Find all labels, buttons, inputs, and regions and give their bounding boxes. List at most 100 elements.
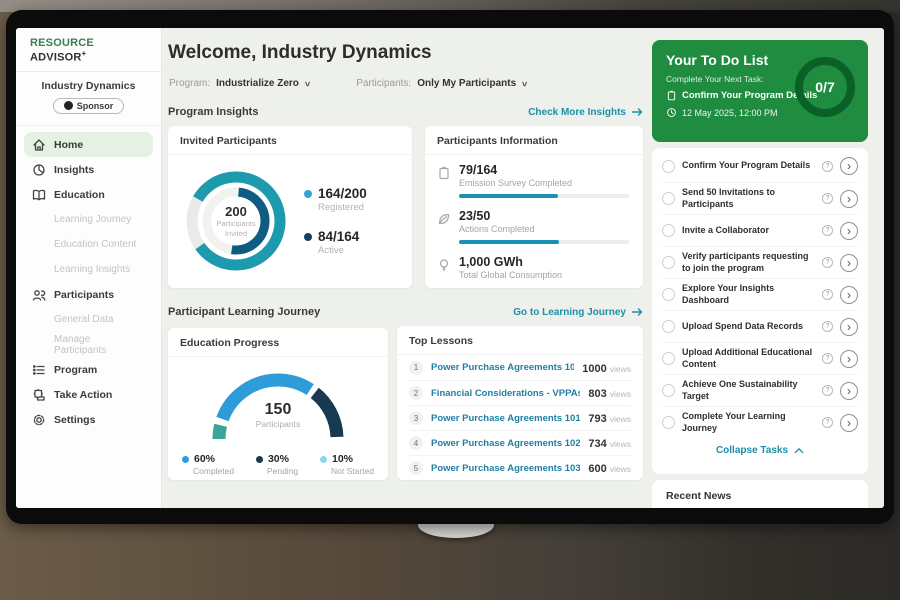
link-label: Go to Learning Journey (513, 306, 626, 318)
task-row-send-invitations: Send 50 Invitations to Participants ? › (662, 182, 858, 214)
task-row-upload-spend-data: Upload Spend Data Records ? › (662, 310, 858, 342)
question-icon[interactable]: ? (822, 385, 833, 396)
lesson-link[interactable]: Power Purchase Agreements 102 (431, 437, 581, 449)
todo-progress-ring: 0/7 (792, 54, 858, 120)
todo-subtitle: Complete Your Next Task: (666, 74, 764, 84)
sidebar-item-insights[interactable]: Insights (24, 157, 153, 182)
sidebar-item-program[interactable]: Program (24, 357, 153, 382)
survey-icon (439, 166, 449, 180)
org-block: Industry Dynamics Sponsor (16, 72, 161, 127)
sidebar-item-participants[interactable]: Participants (24, 282, 153, 307)
legend-label: Not Started (331, 466, 374, 476)
filter-value: Only My Participants (417, 78, 517, 89)
go-to-learning-journey-link[interactable]: Go to Learning Journey (513, 307, 643, 318)
dashboard-screen: RESOURCE ADVISOR+ Industry Dynamics Spon… (16, 28, 884, 508)
arrow-right-icon (632, 108, 643, 116)
task-checkbox[interactable] (662, 384, 675, 397)
task-go-button[interactable]: › (840, 285, 858, 304)
task-checkbox[interactable] (662, 159, 675, 173)
sidebar-item-education-content[interactable]: Education Content (24, 232, 153, 257)
question-icon[interactable]: ? (822, 257, 833, 268)
question-icon[interactable]: ? (822, 289, 833, 300)
pending-dot-icon (255, 455, 263, 463)
task-checkbox[interactable] (662, 224, 675, 237)
sidebar-item-label: Education Content (54, 239, 137, 251)
lesson-link[interactable]: Power Purchase Agreements 101 (431, 362, 575, 373)
metric-label: Emission Survey Completed (459, 178, 573, 188)
task-go-button[interactable]: › (840, 157, 858, 175)
task-checkbox[interactable] (662, 416, 675, 429)
sidebar-item-learning-journey[interactable]: Learning Journey (24, 207, 153, 232)
participants-filter-dropdown[interactable]: Participants: Only My Participants > (356, 78, 530, 89)
question-icon[interactable]: ? (822, 225, 833, 236)
question-icon[interactable]: ? (822, 417, 833, 428)
legend-label: Active (318, 245, 344, 256)
task-checkbox[interactable] (662, 256, 675, 269)
sidebar-item-label: Learning Journey (54, 214, 132, 226)
task-go-button[interactable]: › (840, 253, 858, 272)
metric-label: Actions Completed (459, 224, 535, 234)
task-row-complete-learning-journey: Complete Your Learning Journey ? › (662, 406, 858, 438)
task-row-explore-insights: Explore Your Insights Dashboard ? › (662, 278, 858, 310)
link-label: Check More Insights (528, 106, 626, 118)
sidebar-item-settings[interactable]: Settings (24, 407, 153, 432)
task-go-button[interactable]: › (840, 381, 858, 400)
task-checkbox[interactable] (662, 352, 675, 365)
sidebar-item-education[interactable]: Education (24, 182, 153, 207)
question-icon[interactable]: ? (822, 193, 833, 204)
sidebar-item-manage-participants[interactable]: Manage Participants (24, 332, 153, 357)
sidebar-nav: Home Insights Education Learning Journey… (16, 132, 161, 432)
collapse-tasks-link[interactable]: Collapse Tasks (662, 438, 858, 462)
legend-pending: 30% Pending (255, 453, 298, 476)
lesson-link[interactable]: Financial Considerations - VPPAs (431, 387, 581, 399)
home-icon (33, 139, 45, 151)
participants-information-card: Participants Information 79/164 Emission… (425, 126, 643, 288)
program-filter-dropdown[interactable]: Program: Industrialize Zero > (169, 78, 313, 89)
donut-center-label: Participants (216, 219, 256, 229)
education-gauge-chart: 150 Participants (168, 357, 388, 445)
task-go-button[interactable]: › (840, 413, 858, 432)
task-checkbox[interactable] (662, 192, 675, 205)
sidebar-item-label: Manage Participants (54, 333, 107, 356)
insights-icon (33, 164, 45, 176)
task-row-verify-participants: Verify participants requesting to join t… (662, 246, 858, 278)
logo-advisor: ADVISOR (30, 51, 82, 64)
task-go-button[interactable]: › (840, 317, 858, 336)
filter-value: Industrialize Zero (216, 78, 299, 89)
arrow-right-icon (632, 308, 643, 316)
sidebar-item-take-action[interactable]: Take Action (24, 382, 153, 407)
task-go-button[interactable]: › (840, 349, 858, 368)
recent-news-card: Recent News (652, 480, 868, 508)
check-more-insights-link[interactable]: Check More Insights (528, 107, 643, 118)
legend-label: Completed (193, 466, 235, 476)
todo-task-list: Confirm Your Program Details ? › Send 50… (652, 148, 868, 474)
question-icon[interactable]: ? (822, 160, 833, 172)
legend-value: 164/200 (318, 186, 367, 201)
monitor-bezel: RESOURCE ADVISOR+ Industry Dynamics Spon… (6, 10, 894, 524)
gauge-center-label: Participants (255, 419, 301, 429)
task-checkbox[interactable] (662, 320, 675, 333)
task-go-button[interactable]: › (840, 221, 858, 240)
lesson-link[interactable]: Power Purchase Agreements 103 (431, 462, 581, 474)
participants-icon (32, 289, 46, 301)
question-icon[interactable]: ? (822, 353, 833, 364)
sidebar-item-label: General Data (54, 314, 114, 326)
actions-completed-row: 23/50 Actions Completed (437, 209, 631, 244)
lesson-link[interactable]: Power Purchase Agreements 101 (431, 412, 581, 424)
sidebar-item-learning-insights[interactable]: Learning Insights (24, 257, 153, 282)
sidebar-item-label: Settings (54, 413, 96, 426)
sidebar-item-general-data[interactable]: General Data (24, 307, 153, 332)
task-go-button[interactable]: › (840, 189, 858, 208)
sidebar: RESOURCE ADVISOR+ Industry Dynamics Spon… (16, 28, 162, 508)
task-label: Verify participants requesting to join t… (682, 251, 809, 273)
legend-registered: 164/200 Registered (304, 186, 367, 213)
lesson-views: 1000 (582, 362, 607, 375)
task-checkbox[interactable] (662, 288, 675, 301)
clipboard-icon (667, 90, 676, 101)
sidebar-item-home[interactable]: Home (24, 132, 153, 158)
legend-not-started: 10% Not Started (320, 453, 374, 476)
question-icon[interactable]: ? (822, 321, 833, 332)
active-dot-icon (304, 232, 312, 241)
sponsor-badge-icon (63, 101, 73, 111)
sidebar-item-label: Learning Insights (54, 264, 131, 276)
